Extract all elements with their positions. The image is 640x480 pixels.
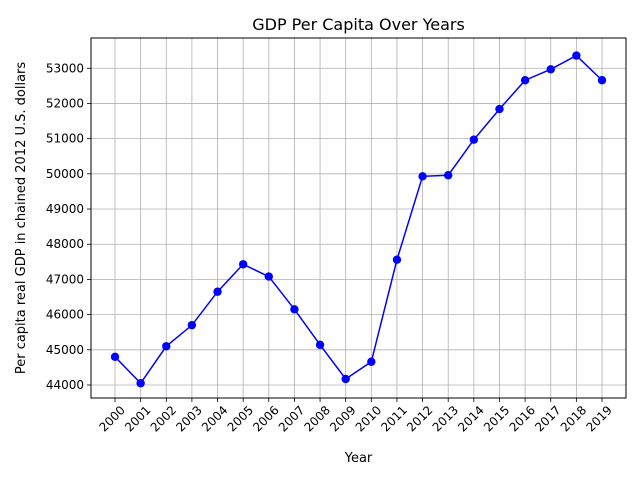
data-point (162, 342, 171, 351)
x-tick-label: 2003 (173, 403, 204, 434)
x-tick-label: 2012 (404, 403, 435, 434)
chart-title: GDP Per Capita Over Years (252, 15, 465, 34)
y-tick-label: 47000 (46, 272, 84, 286)
data-point (597, 76, 607, 85)
x-tick-label: 2007 (276, 403, 307, 434)
data-point (187, 320, 197, 330)
x-axis-label: Year (344, 451, 373, 466)
data-point (392, 255, 402, 264)
y-tick-label: 48000 (46, 237, 84, 251)
data-point (572, 51, 581, 60)
y-tick-label: 46000 (46, 308, 84, 322)
x-tick-label: 2015 (481, 403, 512, 434)
y-tick-label: 50000 (46, 167, 84, 181)
x-tick-label: 2018 (558, 403, 589, 434)
x-tick-label: 2006 (250, 403, 281, 434)
x-tick-label: 2009 (327, 403, 358, 434)
y-tick-label: 53000 (46, 61, 84, 75)
data-point (520, 76, 530, 85)
x-tick-label: 2017 (532, 403, 563, 434)
data-point (367, 357, 376, 366)
data-point (290, 305, 299, 314)
data-point (546, 65, 555, 74)
data-point (213, 287, 222, 296)
plot-frame (90, 37, 627, 399)
x-tick-label: 2002 (148, 403, 179, 434)
y-axis-label: Per capita real GDP in chained 2012 U.S.… (14, 62, 29, 375)
x-tick-label: 2010 (353, 403, 384, 434)
x-tick-label: 2011 (378, 403, 409, 434)
y-tick-label: 44000 (46, 378, 84, 392)
y-tick-label: 51000 (46, 132, 84, 146)
x-tick-label: 2000 (96, 403, 127, 434)
data-point (444, 171, 453, 180)
x-tick-label: 2016 (507, 403, 538, 434)
grid (91, 38, 626, 398)
x-tick-label: 2019 (583, 403, 614, 434)
y-tick-label: 49000 (46, 202, 84, 216)
data-point (264, 272, 273, 281)
x-tick-label: 2001 (122, 403, 153, 434)
y-tick-label: 52000 (46, 96, 84, 110)
data-point (238, 260, 248, 269)
series-line (114, 54, 603, 385)
x-ticks: 2000200120022003200420052006200720082009… (96, 398, 615, 435)
data-point (418, 172, 427, 181)
y-ticks: 44000 45000 46000 47000 48000 49000 50000 51000… (46, 61, 91, 392)
x-tick-label: 2005 (225, 403, 256, 434)
data-point (110, 352, 120, 362)
x-tick-label: 2008 (302, 403, 333, 434)
y-tick-label: 45000 (46, 343, 84, 357)
series-layer (110, 51, 607, 388)
data-point (136, 379, 145, 388)
data-point (495, 104, 504, 114)
x-tick-label: 2013 (430, 403, 461, 434)
data-point (315, 340, 325, 350)
x-tick-label: 2014 (455, 403, 486, 434)
data-point (469, 135, 479, 144)
x-tick-label: 2004 (199, 403, 230, 434)
data-point (341, 374, 350, 384)
